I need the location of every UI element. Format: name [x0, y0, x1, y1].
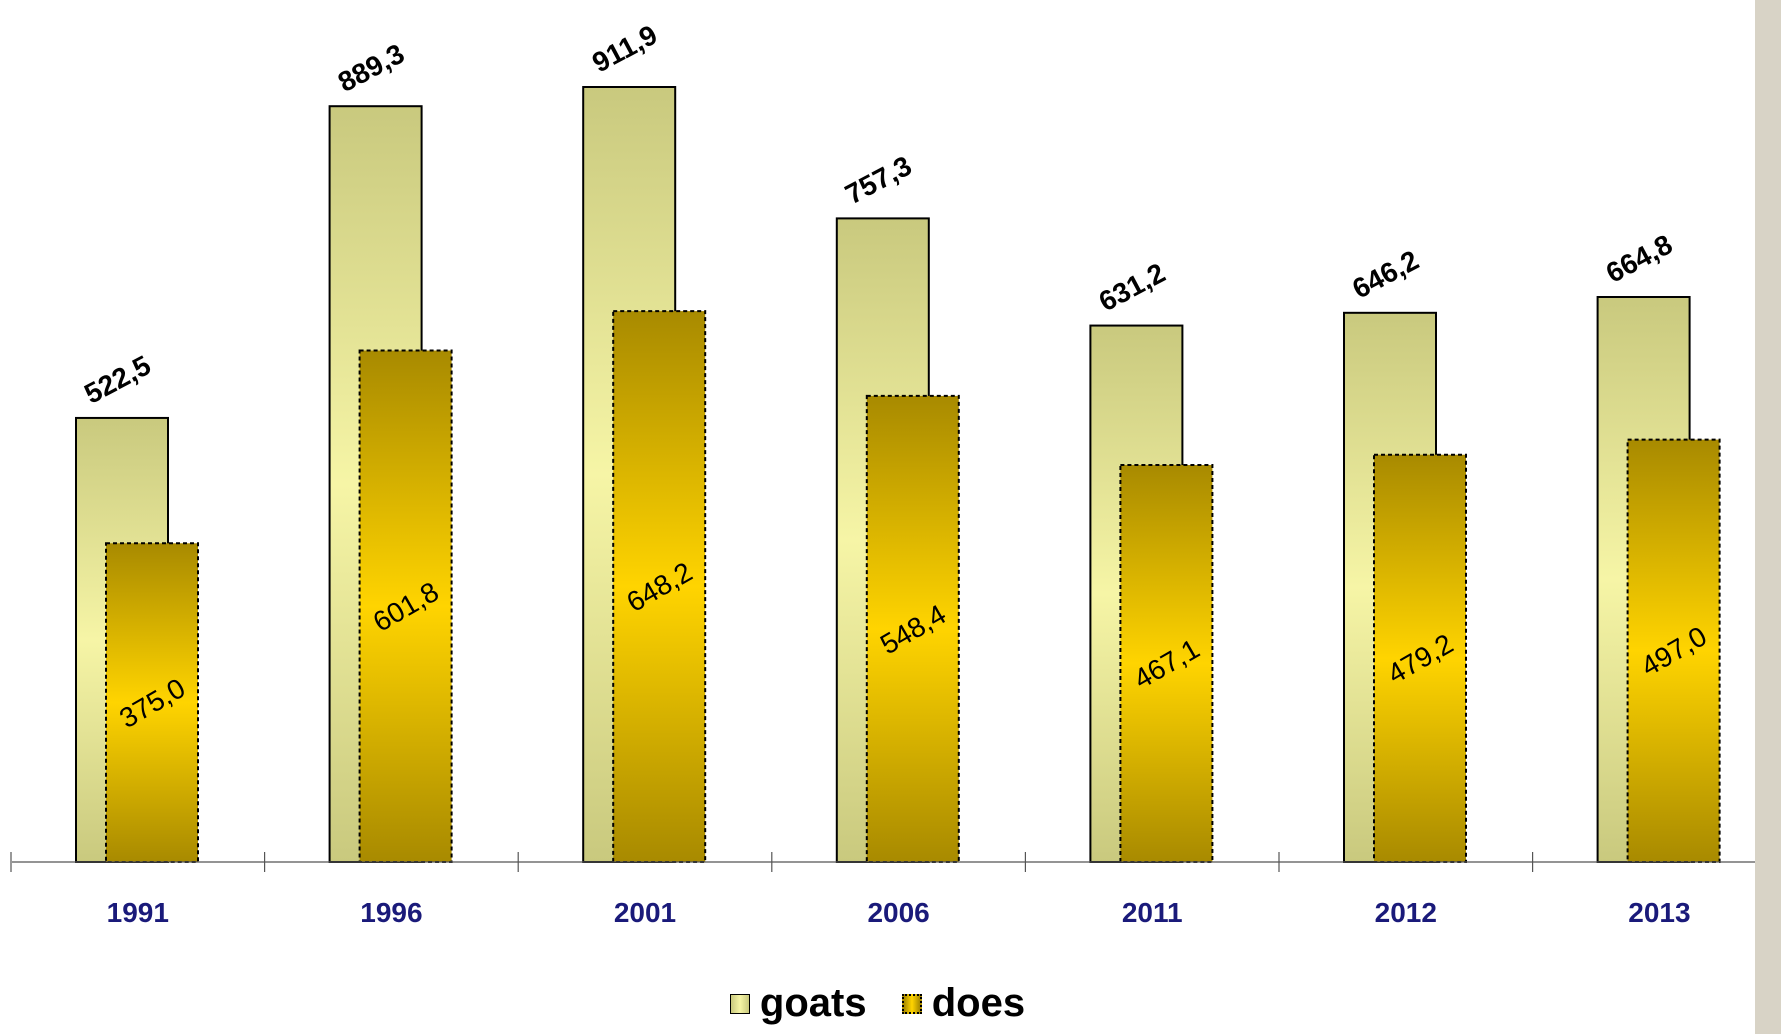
legend-label-does: does [931, 981, 1026, 1025]
legend-item-goats: goats [729, 978, 867, 1028]
bar-does-2001 [612, 310, 707, 863]
data-label-goats-2012: 646,2 [1347, 244, 1423, 304]
x-tick-label-1996: 1996 [360, 897, 422, 928]
data-label-goats-2011: 631,2 [1094, 257, 1170, 317]
data-label-goats-2006: 757,3 [840, 150, 916, 210]
legend-label-goats: goats [759, 981, 867, 1025]
x-tick-label-2006: 2006 [867, 897, 929, 928]
x-tick-label-1991: 1991 [107, 897, 169, 928]
bar-does-1991 [105, 542, 199, 863]
bar-does-2006 [865, 394, 960, 863]
data-label-goats-1996: 889,3 [333, 38, 409, 98]
bar-does-2011 [1119, 464, 1214, 863]
bar-does-1996 [358, 349, 453, 863]
x-tick-label-2013: 2013 [1628, 897, 1690, 928]
data-label-goats-1991: 522,5 [79, 349, 155, 409]
legend-item-does: does [901, 978, 1026, 1028]
legend-swatch-does [901, 994, 922, 1014]
legend: goats does [0, 978, 1755, 1028]
x-tick-label-2011: 2011 [1122, 897, 1183, 928]
bar-does-2012 [1373, 453, 1467, 863]
right-border-strip [1755, 0, 1781, 1034]
x-tick-label-2001: 2001 [614, 897, 676, 928]
legend-swatch-goats [729, 994, 750, 1014]
x-tick-label-2012: 2012 [1375, 897, 1437, 928]
bar-does-2013 [1626, 438, 1721, 863]
data-label-goats-2001: 911,9 [587, 19, 662, 79]
data-label-goats-2013: 664,8 [1601, 228, 1677, 288]
